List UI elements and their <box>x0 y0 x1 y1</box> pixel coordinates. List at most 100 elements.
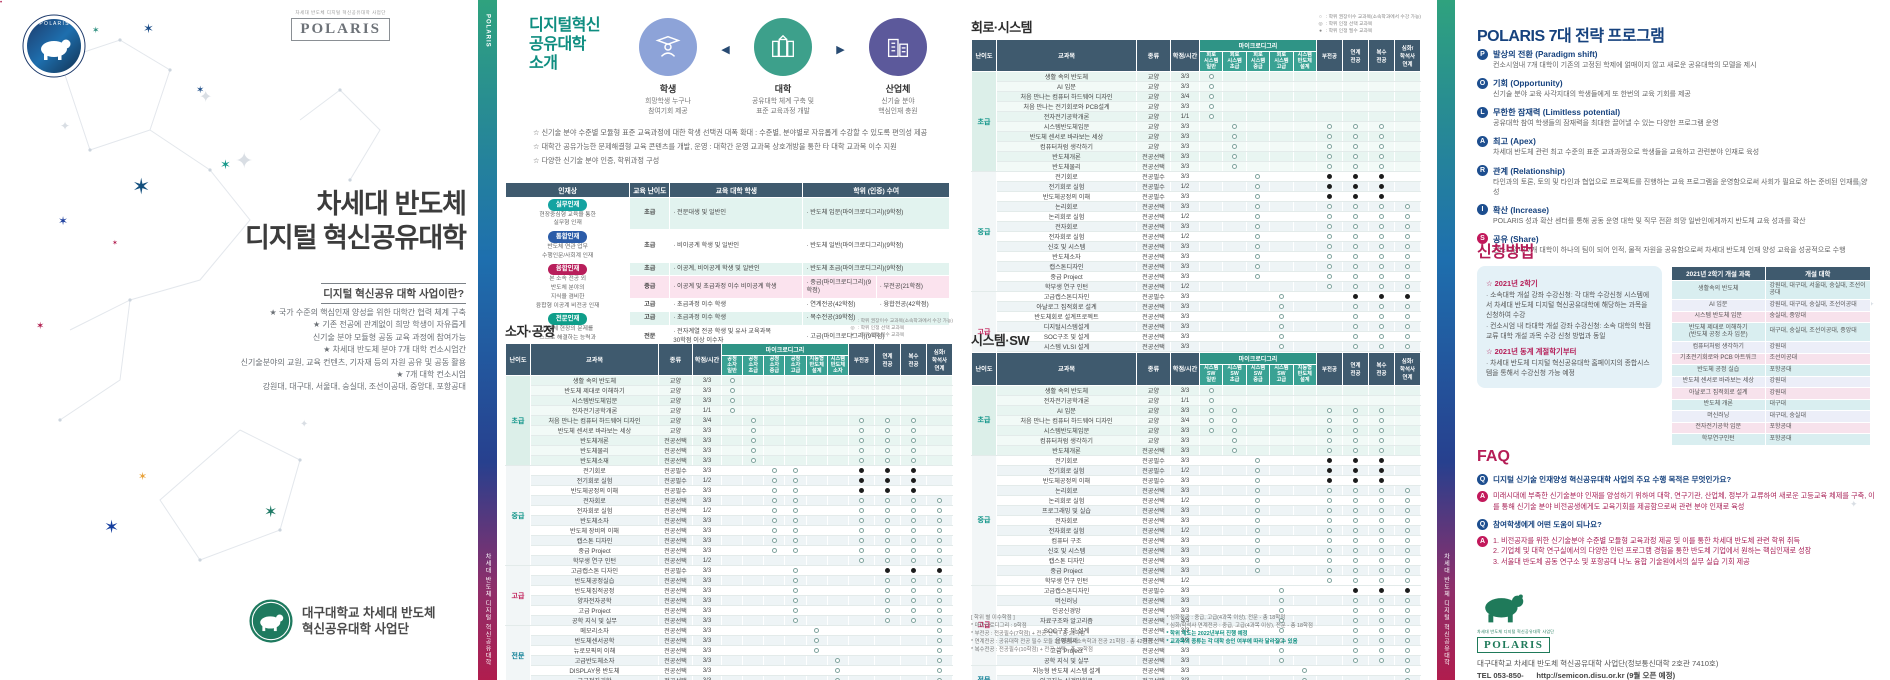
strategy-desc: 공유대학 참여 학생들의 잠재력을 최대한 끌어낼 수 있는 다양한 프로그램 … <box>1493 120 1719 128</box>
open-course-row: AI 입문 강원대, 대구대, 숭실대, 조선이공대 <box>1671 299 1872 312</box>
strategy-item: L 무한한 잠재력 (Limitless potential) 공유대학 참여 … <box>1477 106 1872 129</box>
course-row: 시스템반도체입문 교양 3/3 <box>971 121 1421 133</box>
course-row: 컴퓨터처럼 생각하기 교양 3/3 <box>971 141 1421 153</box>
device-table-title: 소자·공정 <box>505 323 555 339</box>
credit-footnotes: [ 학위 별 이수학점 ] * 마이크로디그리 : 9학점 * 부전공 : 전공필수… <box>971 614 1421 655</box>
strategy-letter-badge: P <box>1477 48 1488 60</box>
strategy-desc: 컨소시엄내 7개 대학이 하나의 팀이 되어 인적, 물적 자원을 공유함으로써… <box>1493 246 1846 254</box>
talent-col-header: 학위 (인증) 수여 <box>802 182 950 198</box>
course-row: 디지털시스템설계 전공선택 3/3 <box>971 321 1421 333</box>
cover-org-name: 대구대학교 차세대 반도체 혁신공유대학 사업단 <box>302 605 436 636</box>
course-row: 중급 Project 전공선택 3/3 <box>971 564 1421 576</box>
apply-term-body: · 차세대 반도체 디지털 혁신공유대학 홈페이지의 종합시스템을 통해서 수강… <box>1486 360 1650 378</box>
footer-url[interactable]: http://semicon.disu.or.kr (9월 오픈 예정) <box>1536 671 1676 680</box>
strategy-title: 확산 (Increase) <box>1493 205 1550 215</box>
faq-answer: A 미래시대에 부족한 신기술분야 인재를 양성하기 위하여 대학, 연구기관,… <box>1477 491 1877 513</box>
microdegree-band: 마이크로디그리 <box>1199 352 1317 365</box>
course-row: 전자전기공학개론 교양 1/1 <box>971 111 1421 123</box>
footer-logo-caption: 차세대 반도체 디지털 혁신공유대학 사업단 <box>1477 629 1555 634</box>
footer-address-line: 대구대학교 차세대 반도체 혁신공유대학 사업단(정보통신대학 2호관 7410… <box>1477 659 1719 668</box>
open-courses-table: 2021년 2학기 개설 과목 개설 대학 생활속의 반도체 강원대, 대구대, … <box>1671 266 1872 446</box>
course-row: 반도체개론 전공선택 3/3 <box>971 444 1421 456</box>
talent-badge: 실무인재 <box>547 199 588 211</box>
course-row: 중급 Project 전공선택 3/3 <box>971 271 1421 283</box>
star-decoration: ✶ <box>138 471 148 483</box>
strategy-title: 최고 (Apex) <box>1493 137 1536 147</box>
course-row: 반도체공정실습 전공선택 3/3 <box>505 575 953 587</box>
star-decoration: ✶ <box>196 85 205 96</box>
device-process-section: 소자·공정 ○ : 학위 권장이수 교과목(소속학과에서 수강 가능) ◎ : 학… <box>505 318 953 680</box>
course-row: AI 입문 교양 3/3 <box>971 81 1421 93</box>
course-row: 신호 및 시스템 전공선택 3/3 <box>971 544 1421 556</box>
talent-row: 실무인재 현장중심형 교육을 통한 실무형 인재 초급 · 전문대생 및 일반인 ·… <box>504 196 950 231</box>
student-circle <box>639 18 697 76</box>
course-row: 전자회로 전공선택 3/3 <box>505 495 953 507</box>
cover-bullet: 신기술분야의 교원, 교육 컨텐츠, 기자재 등의 자원 공유 및 공동 활용 <box>240 357 466 367</box>
course-row: 고급전자기학전공선택3/3 <box>505 675 953 680</box>
course-row: 반도체공정의 이해 전공필수 3/3 <box>505 485 953 497</box>
star-decoration: ✦ <box>1855 179 1865 191</box>
talent-badge: 통합인재 <box>547 231 588 243</box>
star-decoration: ✦ <box>60 119 71 133</box>
legend-item: ● : 학위 인정 필수 교과목 <box>851 333 905 339</box>
strategy-desc: 차세대 반도체 관련 최고 수준의 표준 교과과정으로 학생들을 교육하고 관련… <box>1493 149 1760 157</box>
student-icon <box>655 35 681 57</box>
course-row: 반도체공정의 이해 전공필수 3/3 <box>971 474 1421 486</box>
course-row: 프로그래밍 및 실습 전공선택 3/3 <box>971 504 1421 516</box>
strategy-title: 기회 (Opportunity) <box>1493 79 1563 89</box>
talent-row: 통합인재 반도체 연관 업무 수행인문/사회계 인재 초급 · 비이공계 학생 및 … <box>504 229 950 263</box>
question-icon: Q <box>1477 474 1488 485</box>
course-row: 캡스톤디자인 전공선택 3/3 <box>971 261 1421 273</box>
course-row: 컴퓨터 구조 전공선택 3/3 <box>971 534 1421 546</box>
footnote-line: * 연계전공 : 공유대학 전공 필수 모듈 21학점 + 소속학과 전공 21… <box>971 639 1153 646</box>
apply-term-heading: ☆ 2021년 2학기 <box>1486 279 1538 288</box>
apply-term-body: · 소속대학 개설 강좌 수강신청: 각 대학 수강신청 시스템에서 차세대 반… <box>1486 292 1651 340</box>
course-row: 뉴로모픽의 이해 전공선택 3/3 <box>505 645 953 657</box>
intro-bullet: ☆ 대학간 공유가능한 문제해결형 교육 콘텐츠를 개발, 운영 : 대학간 운… <box>533 141 897 151</box>
course-row: 반도체공정의 이해 전공필수 3/3 <box>971 191 1421 203</box>
stamp-wordmark: POLARIS <box>291 18 390 41</box>
footnote-line: [ 학위 별 이수학점 ] <box>971 615 1015 621</box>
course-row: 운영체제 전공선택 3/3 <box>971 634 1421 646</box>
course-row: 컴퓨터처럼 생각하기 교양 3/3 <box>971 434 1421 446</box>
strategy-item: S 공유 (Share) 컨소시엄내 7개 대학이 하나의 팀이 되어 인적, … <box>1477 233 1872 256</box>
star-decoration: ✶ <box>58 214 69 228</box>
cover-bullet: ★ 7개 대학 컨소시엄 <box>396 369 466 379</box>
star-decoration: ✶ <box>112 240 118 247</box>
circuit-table-title: 회로·시스템 <box>971 19 1033 35</box>
actor-desc: 희망학생 누구나 참여기회 제공 <box>645 98 691 115</box>
strategy-title: 관계 (Relationship) <box>1493 166 1565 176</box>
footer-tel[interactable]: TEL 053-850- <box>1477 671 1524 680</box>
course-row: 초급 생활 속의 반도체 교양 3/3 <box>971 71 1421 173</box>
actor-desc: 신기술 분야 핵심인재 충원 <box>878 98 918 115</box>
course-row: 전자회로 실험 전공선택 1/2 <box>971 524 1421 536</box>
star-decoration: ✶ <box>92 25 100 35</box>
cover-bullet-list: ★ 국가 수준의 핵심인재 양성을 위한 대학간 협력 체계 구축 ★ 기존 전공… <box>241 307 466 394</box>
talent-badge: 전문인재 <box>547 313 588 326</box>
course-row: 중급 Project 전공선택 3/3 <box>505 545 953 557</box>
strategy-item: O 기회 (Opportunity) 신기술 분야 교육 사각지대의 학생들에게… <box>1477 77 1872 100</box>
star-decoration: ✶ <box>143 21 154 36</box>
course-row: 고급 고급캡스톤 디자인 전공필수 3/3 <box>505 565 953 627</box>
star-decoration: ✦ <box>199 89 213 106</box>
strategy-desc: 컨소시엄내 7개 대학이 기존의 고정된 학제에 얽매이지 않고 새로운 공유대… <box>1493 62 1757 69</box>
course-row: 반도체물리 전공선택 3/3 <box>505 445 953 457</box>
course-row: AI 입문 교양 3/3 <box>971 404 1421 416</box>
open-courses-table-wrap: 2021년 2학기 개설 과목 개설 대학 생활속의 반도체 강원대, 대구대, … <box>1671 266 1872 446</box>
course-row: 반도체소자 전공선택 3/3 <box>505 515 953 527</box>
strategy-apply-faq-panel: ✦ ✦ ✦ POLARIS 7대 전략 프로그램 P 발상의 전환 (Parad… <box>1455 0 1890 680</box>
constellation-decoration <box>58 38 381 562</box>
course-row: 시스템반도체입문 교양 3/3 <box>971 424 1421 436</box>
course-row: 논리회로 전공선택 3/3 <box>971 484 1421 496</box>
course-row: 반도체 장비의 이해 전공선택 3/3 <box>505 525 953 537</box>
course-row: 논리회로 실험 전공선택 1/2 <box>971 494 1421 506</box>
footnote-line: * 학위 제도는 2022년부터 진행 예정 <box>1166 631 1248 638</box>
course-row: 처음 만나는 컴퓨터 하드웨어 디자인 교양 3/4 <box>971 91 1421 103</box>
course-row: 반도체센서공학 전공선택 3/3 <box>505 635 953 647</box>
open-course-row: 반도체 개론 대구대 <box>1671 398 1872 411</box>
course-row: 전기회로 실험 전공필수 1/2 <box>971 181 1421 193</box>
course-row: 반도체 센서로 바라보는 세상 교양 3/3 <box>971 131 1421 143</box>
